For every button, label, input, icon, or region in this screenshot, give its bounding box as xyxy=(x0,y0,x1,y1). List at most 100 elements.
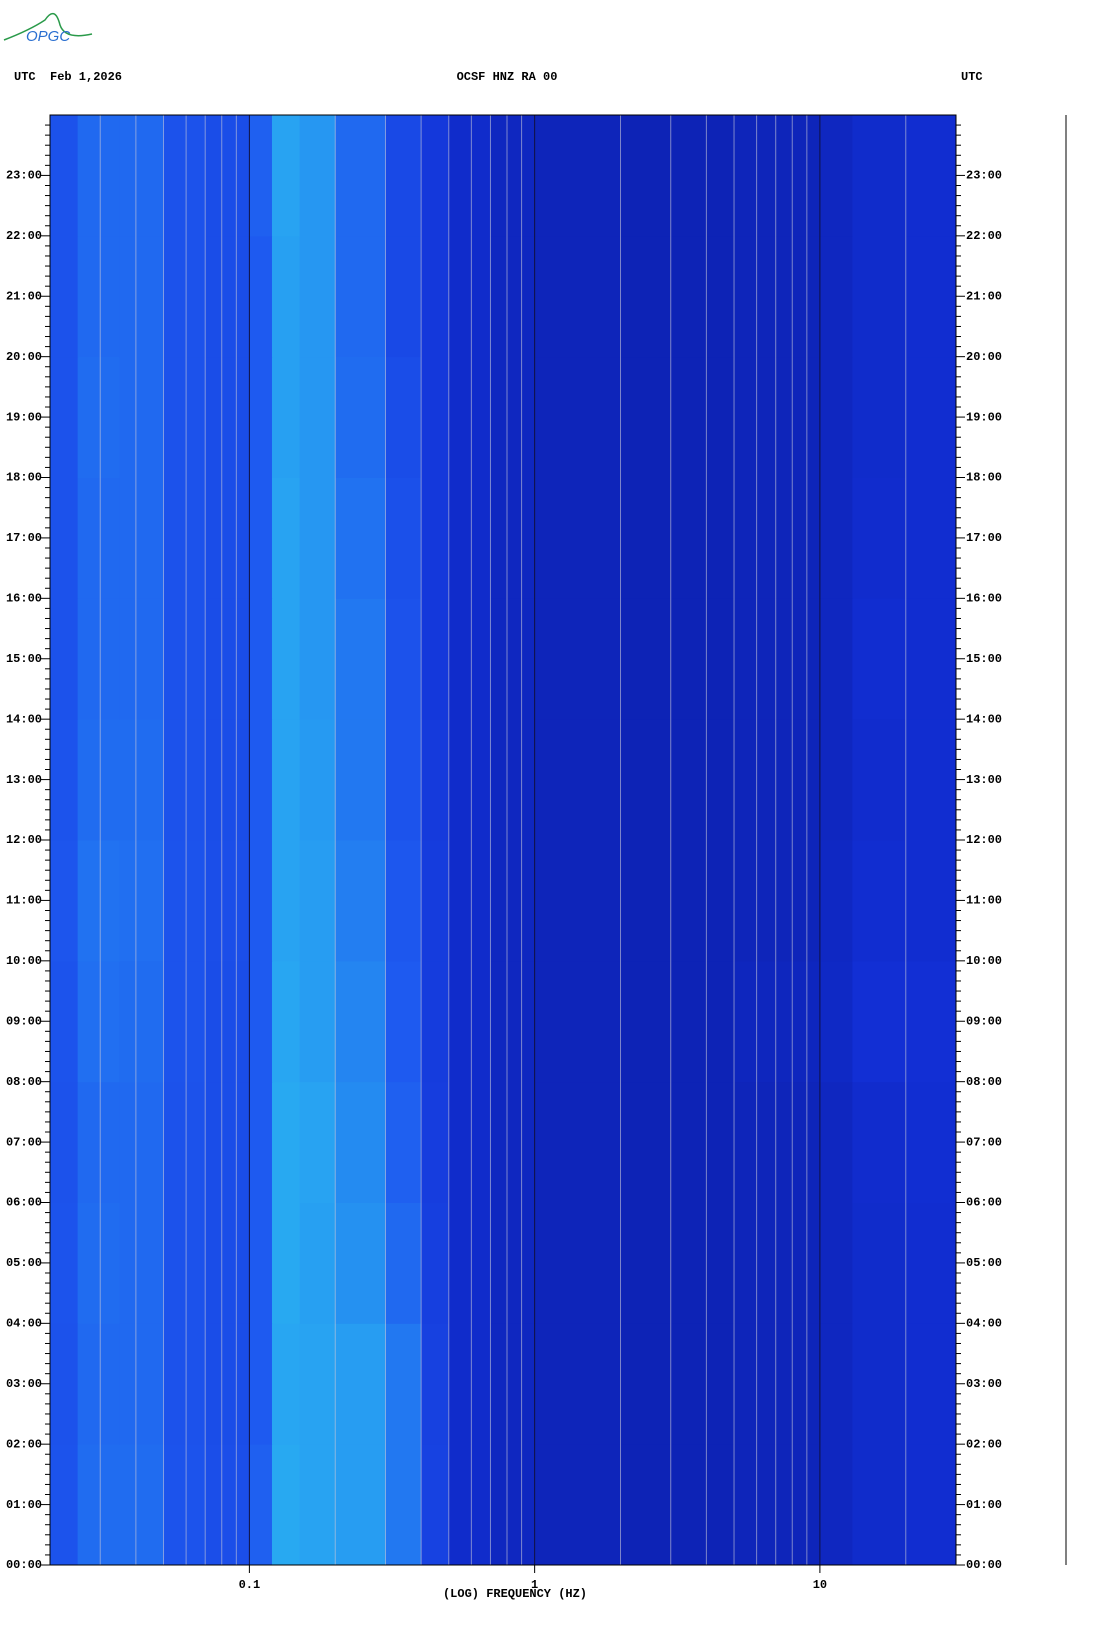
y-tick-label: 20:00 xyxy=(6,350,42,364)
cell xyxy=(385,477,422,599)
cell xyxy=(385,960,422,1083)
x-axis-label: (LOG) FREQUENCY (HZ) xyxy=(443,1587,587,1601)
y-tick-label-right: 03:00 xyxy=(966,1377,1002,1391)
cell xyxy=(335,115,386,237)
cell xyxy=(77,356,120,478)
y-tick-label: 09:00 xyxy=(6,1014,42,1028)
cell xyxy=(249,719,273,841)
cell xyxy=(119,477,165,599)
cell xyxy=(249,115,273,237)
y-tick-label-right: 22:00 xyxy=(966,229,1002,243)
cell xyxy=(299,477,336,599)
cell xyxy=(734,598,821,720)
cell xyxy=(620,115,735,237)
cell xyxy=(852,598,907,720)
cell xyxy=(490,1323,536,1445)
y-tick-label-right: 10:00 xyxy=(966,954,1002,968)
cell xyxy=(734,1081,821,1203)
cell xyxy=(819,1323,853,1445)
cell xyxy=(905,1323,957,1445)
cell xyxy=(734,1202,821,1324)
cell xyxy=(905,840,957,962)
cell xyxy=(905,1444,957,1566)
cell xyxy=(50,1444,79,1566)
cell xyxy=(271,840,301,962)
y-tick-label: 21:00 xyxy=(6,289,42,303)
cell xyxy=(119,115,165,237)
cell xyxy=(249,235,273,358)
cell xyxy=(490,1081,536,1203)
cell xyxy=(249,356,273,478)
y-tick-label-right: 07:00 xyxy=(966,1135,1002,1149)
cell xyxy=(299,1444,336,1566)
cell xyxy=(249,1444,273,1566)
cell xyxy=(50,598,79,720)
y-tick-label: 16:00 xyxy=(6,592,42,606)
cell xyxy=(448,598,491,720)
cell xyxy=(734,960,821,1083)
y-tick-label-right: 11:00 xyxy=(966,894,1002,908)
y-tick-label-right: 18:00 xyxy=(966,471,1002,485)
y-tick-label: 12:00 xyxy=(6,833,42,847)
y-tick-label: 05:00 xyxy=(6,1256,42,1270)
cell xyxy=(335,1202,386,1324)
cell xyxy=(448,1444,491,1566)
cell xyxy=(299,840,336,962)
cell xyxy=(271,115,301,237)
y-tick-label-right: 19:00 xyxy=(966,410,1002,424)
y-tick-label: 13:00 xyxy=(6,773,42,787)
y-tick-label: 00:00 xyxy=(6,1558,42,1572)
cell xyxy=(77,960,120,1083)
y-tick-label-right: 17:00 xyxy=(966,531,1002,545)
cell xyxy=(534,1323,622,1445)
y-tick-label: 07:00 xyxy=(6,1135,42,1149)
cell xyxy=(205,235,250,358)
cell xyxy=(163,719,206,841)
y-tick-label: 10:00 xyxy=(6,954,42,968)
cell xyxy=(852,235,907,358)
cell xyxy=(819,719,853,841)
cell xyxy=(448,719,491,841)
cell xyxy=(534,1444,622,1566)
cell xyxy=(77,477,120,599)
cell xyxy=(77,840,120,962)
cell xyxy=(163,960,206,1083)
cell xyxy=(163,477,206,599)
cell xyxy=(819,1444,853,1566)
cell xyxy=(448,840,491,962)
cell xyxy=(905,1081,957,1203)
cell xyxy=(249,1081,273,1203)
cell xyxy=(421,719,450,841)
cell xyxy=(852,477,907,599)
cell xyxy=(299,115,336,237)
cell xyxy=(299,235,336,358)
cell xyxy=(490,840,536,962)
cell xyxy=(448,1081,491,1203)
y-tick-label: 23:00 xyxy=(6,169,42,183)
cell xyxy=(50,1323,79,1445)
cell xyxy=(490,1444,536,1566)
cell xyxy=(490,960,536,1083)
cell xyxy=(819,960,853,1083)
cell xyxy=(852,719,907,841)
cell xyxy=(905,1202,957,1324)
y-tick-label-right: 01:00 xyxy=(966,1498,1002,1512)
cell xyxy=(734,719,821,841)
cell xyxy=(905,598,957,720)
x-tick-label: 1 xyxy=(531,1578,538,1592)
cell xyxy=(299,1202,336,1324)
cell xyxy=(50,960,79,1083)
cell xyxy=(385,840,422,962)
cell xyxy=(734,1444,821,1566)
cell xyxy=(620,840,735,962)
cell xyxy=(490,598,536,720)
cell xyxy=(905,477,957,599)
cell xyxy=(852,840,907,962)
cell xyxy=(385,598,422,720)
cell xyxy=(249,840,273,962)
cell xyxy=(205,1081,250,1203)
cell xyxy=(534,477,622,599)
cell xyxy=(620,235,735,358)
cell xyxy=(50,115,79,237)
cell xyxy=(448,477,491,599)
